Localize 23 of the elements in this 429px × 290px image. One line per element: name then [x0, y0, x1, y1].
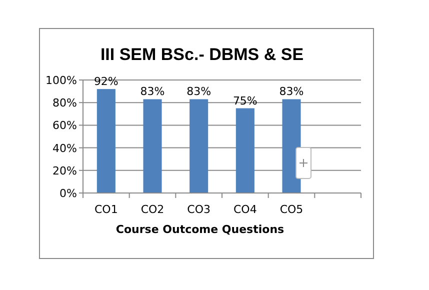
- y-tick-label: 40%: [52, 142, 77, 155]
- data-label: 75%: [232, 94, 258, 108]
- y-tick-label: 80%: [52, 96, 77, 110]
- y-tick-label: 0%: [60, 187, 77, 200]
- data-label: 83%: [186, 85, 212, 98]
- y-tick-label: 60%: [52, 119, 77, 132]
- x-tick-label: CO5: [280, 203, 304, 216]
- bar: [143, 99, 162, 193]
- chart-title: III SEM BSc.- DBMS & SE: [100, 45, 304, 64]
- data-label: 92%: [94, 75, 118, 88]
- bar: [190, 99, 208, 193]
- x-tick-label: CO3: [187, 203, 211, 216]
- y-tick-label: 100%: [46, 74, 77, 87]
- x-tick-label: CO1: [94, 203, 118, 216]
- x-axis-title: Course Outcome Questions: [116, 223, 285, 236]
- bar: [282, 99, 301, 193]
- bar: [96, 89, 116, 193]
- bar: [236, 108, 254, 193]
- x-tick-label: CO2: [140, 203, 164, 216]
- data-label: 83%: [279, 85, 304, 98]
- data-label: 83%: [140, 85, 165, 98]
- y-tick-label: 20%: [52, 164, 77, 178]
- x-tick-label: CO4: [233, 203, 257, 216]
